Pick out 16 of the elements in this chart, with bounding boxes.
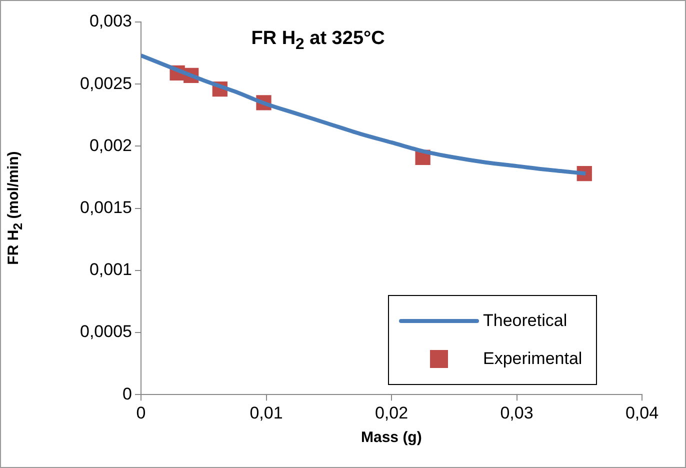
x-tick-label: 0,02: [374, 403, 408, 422]
x-axis-title: Mass (g): [361, 428, 422, 446]
x-tick-label: 0,04: [625, 403, 659, 422]
x-tick-label: 0: [136, 403, 146, 422]
y-tick-label: 0,002: [89, 136, 132, 155]
y-tick-label: 0,001: [89, 260, 132, 280]
x-tick-label: 0,01: [250, 403, 283, 422]
y-tick-label: 0,0025: [80, 74, 132, 93]
x-tick-label: 0,03: [500, 403, 534, 422]
y-tick-label: 0: [122, 384, 132, 404]
legend-label: Theoretical: [483, 310, 568, 331]
y-tick-label: 0,0015: [80, 198, 132, 217]
y-tick-label: 0,003: [89, 12, 132, 31]
y-tick-label: 0,0005: [80, 322, 132, 342]
legend-label: Experimental: [483, 348, 582, 369]
chart-title: FR H$_{2}$ at 325°C: [251, 28, 385, 54]
